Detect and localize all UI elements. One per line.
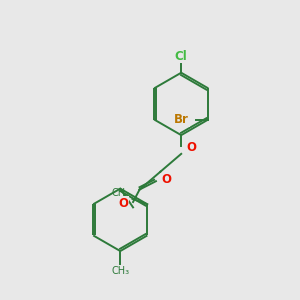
Text: Cl: Cl [175, 50, 188, 63]
Text: CH₃: CH₃ [112, 188, 130, 198]
Text: O: O [118, 197, 129, 210]
Text: CH₃: CH₃ [111, 266, 129, 276]
Text: O: O [161, 173, 171, 186]
Text: O: O [187, 141, 196, 154]
Text: Br: Br [174, 113, 189, 126]
